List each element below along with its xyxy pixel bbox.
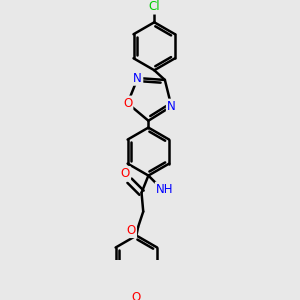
Text: N: N bbox=[167, 100, 176, 113]
Text: N: N bbox=[134, 71, 142, 85]
Text: Cl: Cl bbox=[148, 0, 160, 13]
Text: O: O bbox=[127, 224, 136, 237]
Text: O: O bbox=[123, 97, 132, 110]
Text: NH: NH bbox=[156, 183, 173, 196]
Text: O: O bbox=[132, 291, 141, 300]
Text: O: O bbox=[121, 167, 130, 180]
